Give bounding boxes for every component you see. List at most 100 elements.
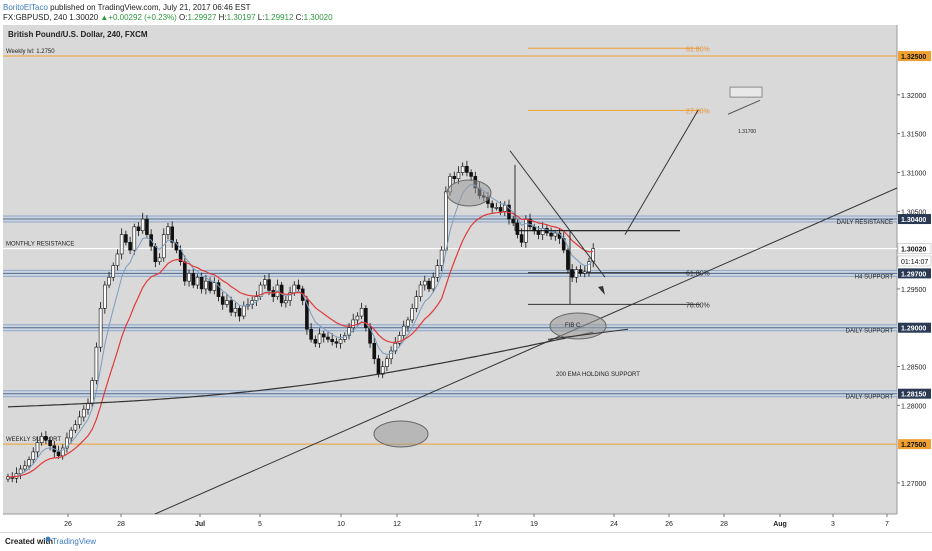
candle-body — [456, 172, 461, 179]
symbol-line: FX:GBPUSD, 240 1.30020 — [3, 13, 101, 22]
price-badge — [898, 322, 931, 333]
candle-body — [435, 265, 440, 278]
candle-body — [465, 165, 469, 173]
price-badge — [898, 268, 931, 279]
price-badge — [898, 439, 931, 450]
candle-body — [305, 300, 309, 330]
candle-body — [582, 271, 587, 274]
candle-body — [511, 218, 516, 224]
x-tick-label: 28 — [720, 521, 728, 528]
price-badge-label: 1.30020 — [901, 247, 926, 254]
price-change: +0.00292 (+0.23%) — [108, 13, 177, 22]
candle-body — [212, 282, 217, 291]
candle-body — [39, 436, 44, 443]
x-tick-label: 19 — [530, 521, 538, 528]
x-tick-label: 26 — [64, 521, 72, 528]
level-label: Weekly lvl: 1.2750 — [6, 49, 55, 55]
candle-body — [18, 468, 23, 474]
candle-body — [241, 305, 246, 317]
x-tick-label: 7 — [885, 521, 889, 528]
level-label: DAILY RESISTANCE — [837, 220, 893, 226]
y-tick-label: 1.28000 — [901, 403, 926, 410]
price-badge-label: 1.28150 — [901, 392, 926, 399]
ema-fast-line — [7, 210, 594, 478]
candle-body — [115, 253, 120, 266]
candle-body — [174, 242, 179, 251]
candle-body — [418, 284, 423, 297]
fib-label: 78.60% — [686, 302, 710, 309]
candle-body — [107, 276, 111, 286]
candle-body — [208, 280, 212, 291]
candle-body — [237, 308, 242, 317]
candle-body — [145, 218, 149, 235]
candle-body — [35, 442, 40, 453]
candle-body — [86, 403, 90, 410]
candle-body — [494, 207, 499, 209]
y-tick-label: 1.27000 — [901, 481, 926, 488]
candle-body — [233, 308, 238, 313]
candle-body — [128, 242, 132, 251]
high-value: 1.30197 — [226, 13, 256, 22]
ema-support-label: 200 EMA HOLDING SUPPORT — [556, 372, 640, 378]
x-tick-label: 10 — [337, 521, 345, 528]
x-tick-label: 17 — [474, 521, 482, 528]
level-label: DAILY SUPPORT — [846, 329, 894, 335]
footer: Created with TradingView — [0, 532, 932, 551]
candle-body — [309, 328, 313, 340]
candle-body — [587, 261, 591, 273]
arrow-head — [598, 286, 605, 295]
candle-body — [372, 342, 377, 360]
candle-body — [338, 339, 343, 344]
candle-body — [570, 269, 574, 278]
candle-body — [401, 325, 406, 336]
candle-body — [73, 424, 78, 431]
candle-body — [460, 165, 465, 173]
x-tick-label: 12 — [393, 521, 401, 528]
level-label: WEEKLY SUPPORT — [6, 437, 61, 443]
price-badge — [898, 388, 931, 399]
plot-background — [3, 25, 897, 514]
candle-body — [528, 218, 532, 228]
candle-body — [267, 279, 271, 291]
candle-body — [444, 191, 448, 251]
fib-label: 61.80% — [686, 46, 710, 53]
candle-body — [359, 308, 364, 317]
x-tick-label: Aug — [773, 521, 787, 528]
candle-body — [574, 269, 579, 278]
y-tick-label: 1.32000 — [901, 93, 926, 100]
candle-body — [490, 203, 494, 208]
candle-body — [288, 292, 292, 301]
tradingview-brand-link[interactable]: TradingView — [52, 537, 97, 546]
y-tick-label: 1.31000 — [901, 170, 926, 177]
author-link[interactable]: BoritoElTaco — [3, 3, 48, 12]
candle-body — [229, 300, 233, 313]
candle-body — [216, 282, 221, 297]
candle-body — [183, 261, 187, 282]
up-triangle-icon: ▲ — [100, 13, 109, 22]
x-tick-label: 26 — [665, 521, 673, 528]
candle-body — [549, 232, 553, 237]
candle-body — [166, 226, 170, 235]
candle-body — [334, 341, 339, 344]
fib-c-label: FIB C — [565, 323, 581, 329]
fib-label: 61.80% — [686, 271, 710, 278]
highlight-ellipse — [373, 420, 429, 448]
candle-body — [498, 207, 503, 212]
candle-body — [220, 296, 225, 305]
price-chart[interactable]: British Pound/U.S. Dollar, 240, FXCM Week… — [0, 25, 932, 532]
callout-value: 1.31700 — [738, 129, 756, 135]
open-value: 1.29927 — [187, 13, 217, 22]
candle-body — [296, 284, 301, 290]
ema-200-line — [7, 331, 594, 408]
x-tick-label: Jul — [195, 521, 205, 528]
candle-body — [414, 296, 419, 309]
candle-body — [23, 465, 27, 470]
level-label: H4 SUPPORT — [855, 274, 894, 280]
candle-body — [98, 308, 103, 348]
candle-body — [204, 280, 208, 290]
candle-body — [56, 451, 61, 457]
candle-body — [321, 333, 326, 338]
time-scale-background — [0, 514, 897, 532]
candle-body — [431, 276, 436, 290]
candle-body — [77, 416, 82, 426]
